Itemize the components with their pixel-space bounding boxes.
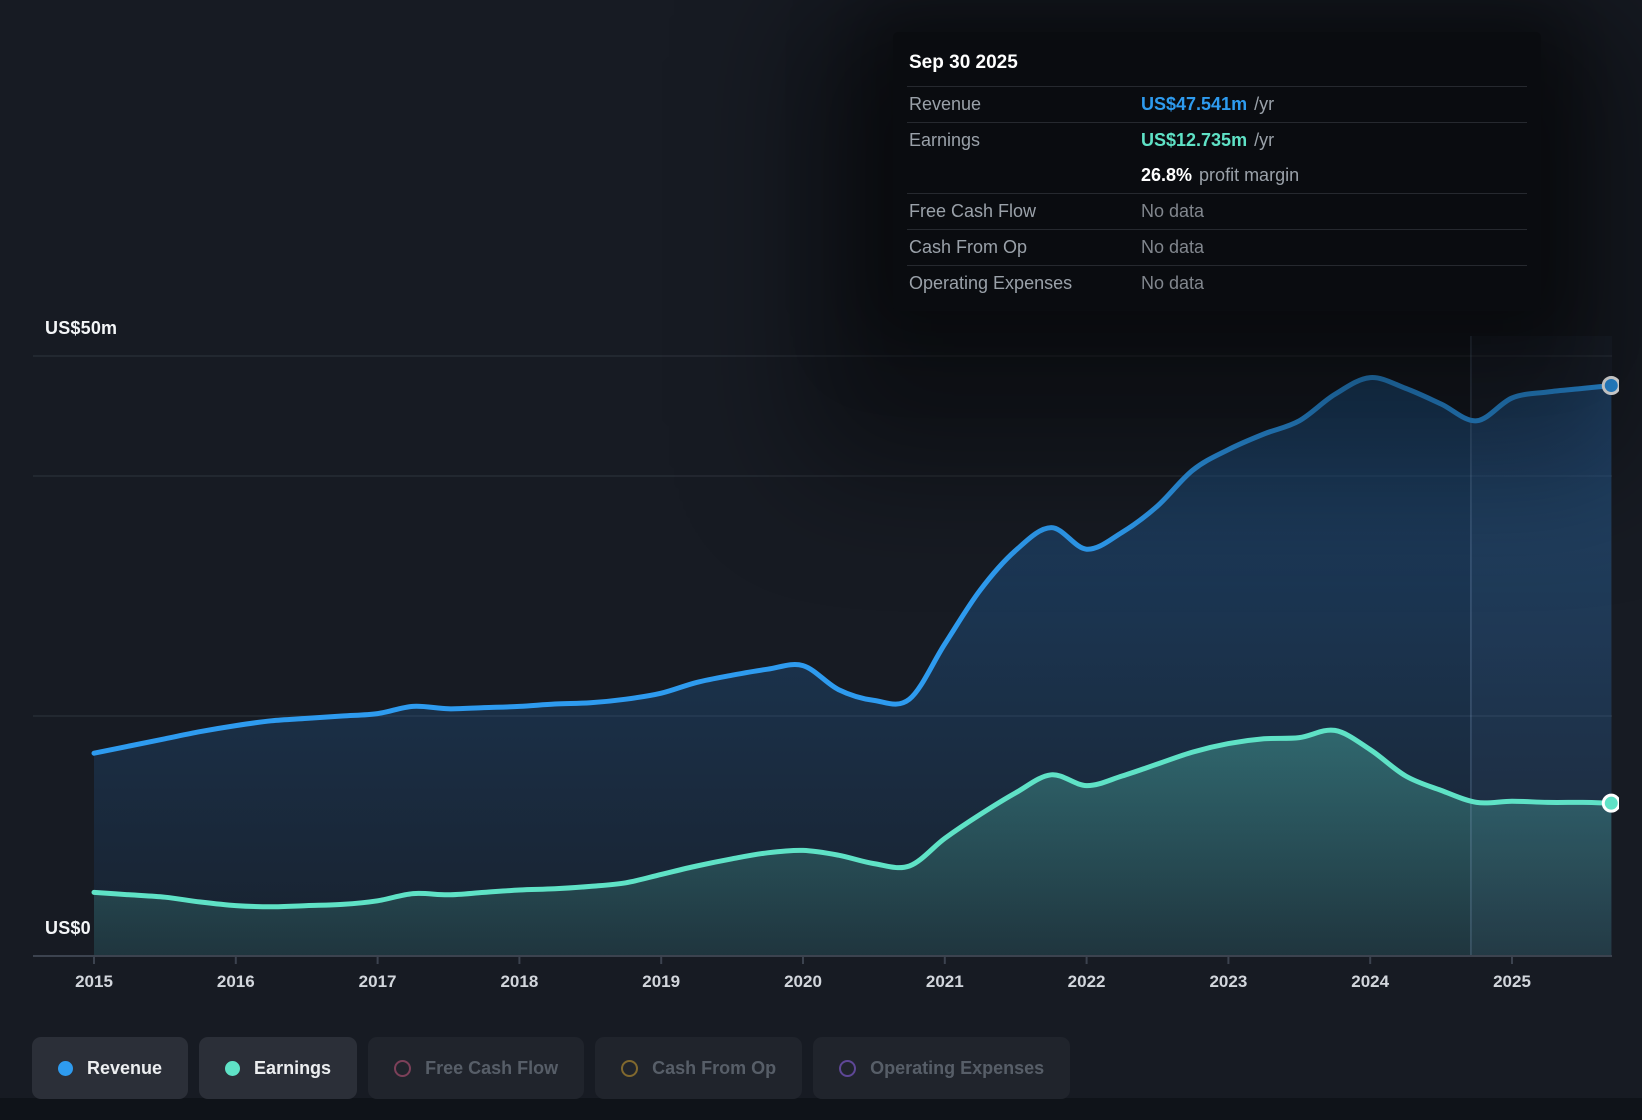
tooltip-row-suffix: /yr: [1254, 94, 1275, 114]
legend-item-label: Revenue: [87, 1057, 163, 1078]
legend-item-revenue[interactable]: Revenue: [32, 1037, 189, 1099]
revenue-line: [91, 375, 1614, 756]
tooltip-row-cash-from-op: Cash From Op No data: [907, 229, 1527, 265]
tooltip-row-operating-expenses: Operating Expenses No data: [907, 265, 1527, 301]
tooltip-row-value: No data: [1141, 237, 1205, 257]
x-tick-label-2024: 2024: [1351, 972, 1390, 991]
chart-tooltip: Sep 30 2025 Revenue US$47.541m/yr Earnings…: [893, 32, 1541, 311]
y-axis-label-0: US$0: [45, 918, 91, 938]
cash-from-op-series-icon: [621, 1059, 639, 1077]
tooltip-row-suffix: profit margin: [1199, 165, 1300, 185]
tooltip-row-label: Operating Expenses: [909, 273, 1073, 293]
tooltip-row-value: 26.8%: [1141, 165, 1193, 185]
x-tick-label-2018: 2018: [500, 972, 539, 991]
earnings-line: [91, 727, 1614, 910]
operating-expenses-series-icon: [839, 1059, 857, 1077]
legend-item-operating-expenses[interactable]: Operating Expenses: [813, 1037, 1071, 1099]
x-tick-label-2020: 2020: [784, 972, 822, 991]
legend-item-free-cash-flow[interactable]: Free Cash Flow: [368, 1037, 585, 1099]
tooltip-row-suffix: /yr: [1254, 130, 1275, 150]
revenue-endpoint-marker: [1601, 376, 1619, 396]
tooltip-rows: Revenue US$47.541m/yr Earnings US$12.735m/y…: [907, 86, 1527, 301]
revenue-series-icon: [58, 1060, 73, 1076]
chart-legend: Revenue Earnings Free Cash Flow Cash From O…: [32, 1037, 1071, 1099]
earnings-series-icon: [225, 1060, 241, 1076]
tooltip-row-earnings: Earnings US$12.735m/yr: [907, 122, 1527, 158]
x-tick-label-2021: 2021: [925, 972, 964, 991]
tooltip-row-value: No data: [1141, 273, 1205, 293]
tooltip-row-profit-margin: 26.8% profit margin: [907, 158, 1527, 193]
x-tick-label-2025: 2025: [1493, 972, 1531, 991]
x-tick-label-2022: 2022: [1067, 972, 1106, 991]
tooltip-row-value: US$12.735m: [1141, 130, 1248, 150]
tooltip-row-label: Earnings: [909, 130, 981, 150]
x-tick-label-2019: 2019: [642, 972, 681, 991]
tooltip-row-value: No data: [1141, 201, 1205, 221]
tooltip-row-label: Cash From Op: [909, 237, 1028, 257]
legend-item-label: Operating Expenses: [870, 1057, 1045, 1078]
tooltip-date: Sep 30 2025: [909, 52, 1018, 73]
legend-item-earnings[interactable]: Earnings: [199, 1037, 358, 1099]
legend-item-label: Earnings: [254, 1057, 332, 1078]
legend-item-label: Cash From Op: [652, 1057, 777, 1078]
bottom-strip: [0, 1098, 1642, 1120]
tooltip-row-label: Revenue: [909, 94, 982, 114]
recent-period-band: [1470, 336, 1612, 956]
x-tick-label-2016: 2016: [216, 972, 255, 991]
tooltip-row-label: Free Cash Flow: [909, 201, 1037, 221]
tooltip-row-value: US$47.541m: [1141, 94, 1248, 114]
x-tick-label-2015: 2015: [75, 972, 113, 991]
free-cash-flow-series-icon: [394, 1059, 412, 1077]
legend-item-cash-from-op[interactable]: Cash From Op: [595, 1037, 803, 1099]
earnings-area: [94, 730, 1612, 956]
earnings-endpoint-marker: [1601, 793, 1619, 813]
x-tick-label-2017: 2017: [358, 972, 397, 991]
y-axis-label-50: US$50m: [45, 318, 118, 338]
legend-item-label: Free Cash Flow: [425, 1057, 559, 1078]
x-tick-label-2023: 2023: [1209, 972, 1248, 991]
tooltip-row-free-cash-flow: Free Cash Flow No data: [907, 193, 1527, 229]
tooltip-row-revenue: Revenue US$47.541m/yr: [907, 86, 1527, 122]
